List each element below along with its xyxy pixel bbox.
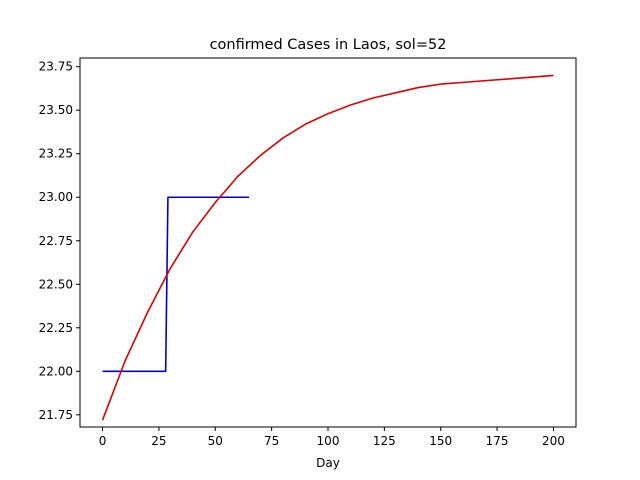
- series-line-fit: [101, 74, 554, 421]
- y-tick-label: 22.50: [39, 277, 73, 291]
- plot-lines: [101, 74, 554, 421]
- x-axis-label: Day: [316, 456, 340, 470]
- y-tick-label: 23.25: [39, 147, 73, 161]
- y-tick-label: 22.75: [39, 234, 73, 248]
- x-tick-label: 50: [208, 434, 223, 448]
- x-tick-label: 150: [429, 434, 452, 448]
- x-tick-label: 200: [542, 434, 565, 448]
- y-tick-label: 22.00: [39, 364, 73, 378]
- y-tick-label: 23.00: [39, 190, 73, 204]
- x-tick-label: 175: [486, 434, 509, 448]
- y-tick-label: 22.25: [39, 321, 73, 335]
- x-tick-label: 75: [264, 434, 279, 448]
- x-axis: 0 25 50 75 100 125 150 175 200: [99, 427, 565, 448]
- x-tick-label: 25: [151, 434, 166, 448]
- y-axis: 21.75 22.00 22.25 22.50 22.75 23.00 23.25 23.50…: [39, 60, 80, 422]
- chart-title: confirmed Cases in Laos, sol=52: [210, 37, 447, 53]
- y-tick-label: 23.50: [39, 103, 73, 117]
- series-line-confirmed: [102, 196, 250, 373]
- x-tick-label: 125: [373, 434, 396, 448]
- y-tick-label: 23.75: [39, 60, 73, 74]
- y-tick-label: 21.75: [39, 408, 73, 422]
- x-tick-label: 100: [317, 434, 340, 448]
- x-tick-label: 0: [99, 434, 107, 448]
